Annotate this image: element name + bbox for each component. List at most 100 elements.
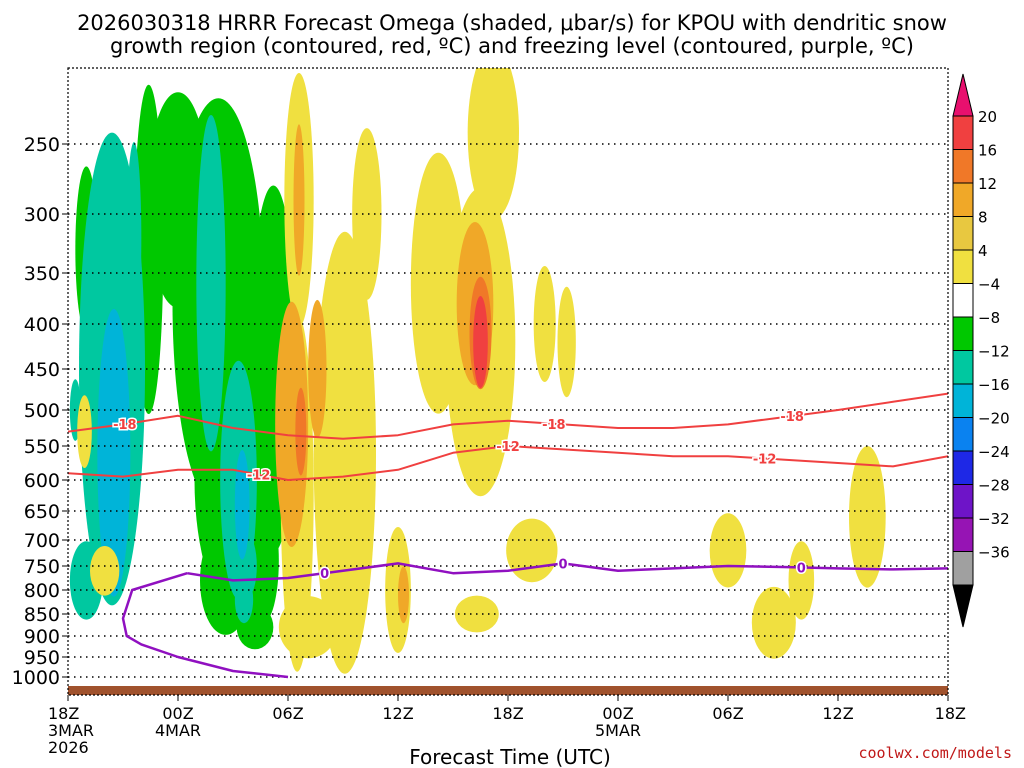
y-tick-label: 700 [24, 530, 60, 552]
colorbar-label: −24 [978, 443, 1010, 461]
freezing-level-contour [187, 562, 948, 582]
dgz-upper-label: -18 [780, 410, 804, 425]
colorbar-swatch [952, 551, 974, 586]
colorbar-swatch [952, 316, 974, 351]
colorbar-label: 4 [978, 242, 988, 260]
descent-region-8 [275, 301, 309, 547]
colorbar-label: 16 [978, 142, 997, 160]
colorbar-label: −8 [978, 309, 1000, 327]
ascent-region-neg8 [126, 142, 142, 334]
x-tick-label: 5MAR [595, 721, 641, 740]
descent-region-4 [788, 541, 815, 620]
descent-region-4 [557, 286, 576, 398]
freezing-level-label: 0 [558, 557, 567, 572]
dgz-lower-label: -12 [753, 452, 777, 467]
freezing-level-label: 0 [320, 567, 329, 582]
freezing-level-loop [121, 572, 289, 679]
colorbar-label: 8 [978, 209, 988, 227]
colorbar-label: −4 [978, 276, 1000, 294]
colorbar-swatch [952, 182, 974, 217]
colorbar-swatch [952, 115, 974, 150]
ground-strip [68, 686, 948, 695]
dgz-upper-contour [68, 392, 948, 440]
colorbar-top-arrow [952, 73, 974, 117]
y-tick-label: 350 [24, 263, 60, 285]
dgz-lower-label: -12 [496, 440, 520, 455]
colorbar-swatch [952, 417, 974, 452]
x-tick-label: 3MAR [48, 721, 94, 740]
y-tick-label: 500 [24, 400, 60, 422]
colorbar-label: 12 [978, 175, 997, 193]
descent-region-4 [751, 586, 796, 659]
y-tick-label: 900 [24, 626, 60, 648]
plot-frame [67, 67, 949, 696]
ascent-region-neg8 [196, 115, 226, 452]
colorbar-swatch [952, 350, 974, 385]
colorbar-swatch [952, 149, 974, 184]
descent-region-4 [77, 395, 92, 468]
omega-colorbar: 20 16 12 8 4 −4 −8 −12 −16 −20 −24 −28 −32 −36 [952, 73, 1010, 628]
y-tick-label: 550 [24, 436, 60, 458]
descent-region-12 [295, 387, 307, 476]
y-tick-label: 650 [24, 501, 60, 523]
freezing-level-label: 0 [797, 561, 806, 576]
colorbar-label: −36 [978, 544, 1010, 562]
x-tick-label: 00Z [162, 704, 193, 723]
colorbar-label: −16 [978, 376, 1010, 394]
descent-region-8 [293, 124, 305, 276]
colorbar-swatch [952, 484, 974, 519]
credit-text: coolwx.com/models [858, 744, 1012, 762]
descent-region-4 [467, 68, 519, 220]
y-tick-label: 950 [24, 647, 60, 669]
colorbar-swatch [952, 450, 974, 485]
ascent-region-neg12 [234, 450, 250, 560]
descent-region-4 [278, 596, 338, 659]
colorbar-swatch [952, 517, 974, 552]
colorbar-bottom-arrow [952, 584, 974, 628]
omega-shading: -18 -18 -18 -12 -12 -12 0 0 0 [68, 68, 948, 695]
dgz-upper-label: -18 [113, 418, 137, 433]
x-tick-label: 2026 [48, 738, 89, 757]
descent-region-4 [849, 446, 886, 588]
ascent-region-neg8 [234, 576, 254, 624]
chart-axes: 2503003504004505005506006507007508008509… [12, 67, 966, 757]
x-tick-label: 00Z [602, 704, 633, 723]
colorbar-label: −32 [978, 510, 1010, 528]
y-tick-label: 300 [24, 204, 60, 226]
x-tick-label: 18Z [48, 704, 79, 723]
y-tick-label: 400 [24, 314, 60, 336]
descent-region-4 [709, 513, 747, 588]
y-tick-label: 600 [24, 470, 60, 492]
x-tick-label: 18Z [492, 704, 523, 723]
dgz-lower-label: -12 [247, 469, 271, 484]
x-tick-label: 12Z [822, 704, 853, 723]
x-tick-label: 06Z [712, 704, 743, 723]
colorbar-swatch [952, 283, 974, 318]
descent-region-4 [90, 546, 120, 596]
y-tick-label: 250 [24, 134, 60, 156]
descent-region-8 [398, 566, 409, 624]
descent-region-16 [473, 296, 488, 388]
y-tick-label: 800 [24, 580, 60, 602]
descent-region-4 [506, 518, 558, 583]
chart-title-line2: growth region (contoured, red, ºC) and f… [110, 34, 914, 58]
x-tick-label: 18Z [935, 704, 966, 723]
x-tick-label: 06Z [272, 704, 303, 723]
dgz-lower-contour [68, 445, 948, 481]
descent-region-4 [313, 231, 377, 674]
colorbar-label: −28 [978, 477, 1010, 495]
colorbar-label: 20 [978, 108, 997, 126]
ascent-region-neg12 [97, 309, 131, 597]
colorbar-swatch [952, 249, 974, 284]
x-tick-label: 4MAR [155, 721, 201, 740]
descent-region-4 [352, 128, 382, 300]
descent-region-4 [533, 266, 556, 382]
dgz-upper-label: -18 [542, 418, 566, 433]
chart-title-line1: 2026030318 HRRR Forecast Omega (shaded, … [77, 11, 947, 35]
x-tick-label: 12Z [382, 704, 413, 723]
x-axis-label: Forecast Time (UTC) [409, 745, 611, 768]
y-tick-label: 850 [24, 604, 60, 626]
y-tick-label: 750 [24, 556, 60, 578]
colorbar-label: −20 [978, 410, 1010, 428]
